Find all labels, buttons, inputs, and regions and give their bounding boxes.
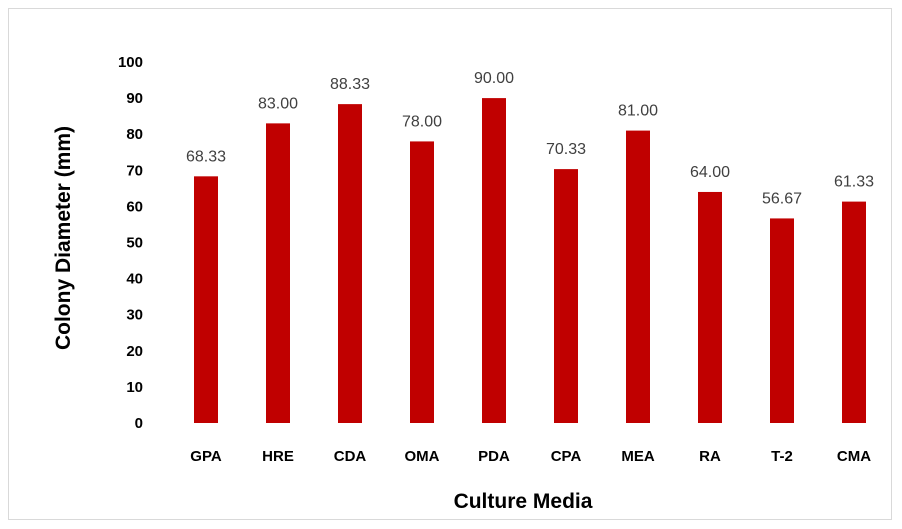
data-label: 90.00 bbox=[474, 70, 514, 87]
bar-cma bbox=[842, 201, 866, 423]
bar-cda bbox=[338, 104, 362, 424]
bar-hre bbox=[266, 123, 290, 424]
bar-oma bbox=[410, 141, 434, 424]
bar-gpa bbox=[194, 176, 218, 423]
x-tick-label: PDA bbox=[478, 448, 510, 465]
y-tick-label: 70 bbox=[126, 162, 143, 179]
data-labels: 68.33 83.00 88.33 78.00 90.00 70.33 81.00 64.00… bbox=[186, 70, 874, 207]
y-tick-label: 60 bbox=[126, 198, 143, 215]
x-tick-label: HRE bbox=[262, 448, 294, 465]
data-label: 61.33 bbox=[834, 174, 874, 191]
data-label: 81.00 bbox=[618, 103, 658, 120]
bar-pda bbox=[482, 98, 506, 423]
y-tick-label: 20 bbox=[126, 343, 143, 360]
data-label: 56.67 bbox=[762, 190, 802, 207]
data-label: 70.33 bbox=[546, 141, 586, 158]
y-tick-label: 50 bbox=[126, 235, 143, 252]
x-tick-label: CMA bbox=[837, 448, 871, 465]
y-axis-ticks: 0 10 20 30 40 50 60 70 80 90 100 bbox=[118, 54, 143, 432]
x-tick-label: OMA bbox=[405, 448, 440, 465]
bar-cpa bbox=[554, 169, 578, 423]
x-tick-label: T-2 bbox=[771, 448, 793, 465]
x-tick-label: GPA bbox=[190, 448, 222, 465]
y-tick-label: 100 bbox=[118, 54, 143, 71]
y-axis-title: Colony Diameter (mm) bbox=[52, 126, 75, 350]
data-label: 83.00 bbox=[258, 95, 298, 112]
data-label: 64.00 bbox=[690, 164, 730, 181]
x-tick-label: RA bbox=[699, 448, 721, 465]
x-tick-label: CPA bbox=[551, 448, 582, 465]
y-tick-label: 80 bbox=[126, 126, 143, 143]
y-tick-label: 10 bbox=[126, 379, 143, 396]
x-axis-title: Culture Media bbox=[454, 490, 593, 513]
y-tick-label: 90 bbox=[126, 90, 143, 107]
data-label: 68.33 bbox=[186, 148, 226, 165]
y-tick-label: 30 bbox=[126, 307, 143, 324]
bar-t-2 bbox=[770, 218, 794, 423]
x-tick-label: CDA bbox=[334, 448, 367, 465]
x-axis-ticks: GPA HRE CDA OMA PDA CPA MEA RA T-2 CMA bbox=[190, 448, 871, 465]
data-label: 78.00 bbox=[402, 113, 442, 130]
bar-ra bbox=[698, 191, 722, 423]
bar-mea bbox=[626, 130, 650, 423]
x-tick-label: MEA bbox=[621, 448, 655, 465]
y-tick-label: 0 bbox=[135, 415, 143, 432]
y-tick-label: 40 bbox=[126, 271, 143, 288]
chart-area bbox=[8, 8, 892, 520]
bars bbox=[194, 98, 866, 424]
data-label: 88.33 bbox=[330, 76, 370, 93]
